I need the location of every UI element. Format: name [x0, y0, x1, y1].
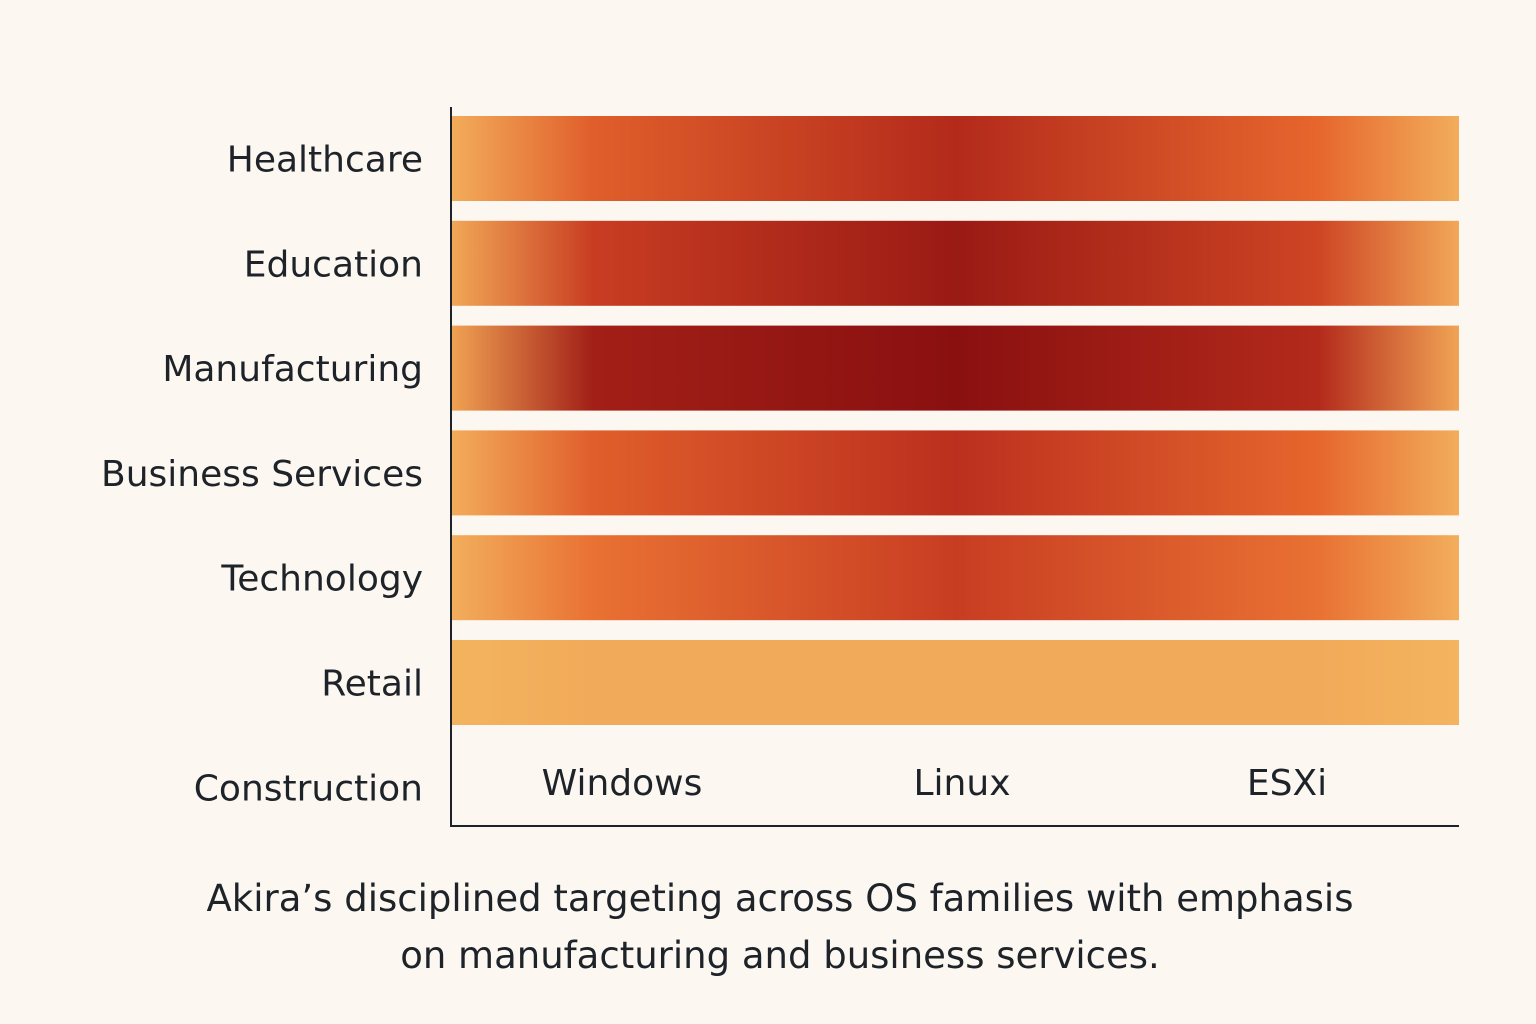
heatmap-row-healthcare [452, 116, 1459, 201]
heatmap-row-education [452, 220, 1459, 306]
column-label: Windows [542, 763, 703, 804]
row-label: Technology [220, 559, 423, 600]
row-label: Retail [321, 664, 423, 705]
caption-line-1: Akira’s disciplined targeting across OS … [206, 877, 1354, 920]
column-label: ESXi [1247, 763, 1327, 804]
heatmap-row-manufacturing [452, 325, 1459, 411]
heatmap-row-business-services [452, 430, 1459, 516]
row-label: Education [244, 244, 423, 285]
row-label: Healthcare [227, 140, 423, 181]
heatmap-row-retail [452, 640, 1459, 725]
chart-caption: Akira’s disciplined targeting across OS … [0, 870, 1536, 984]
row-label: Business Services [101, 454, 423, 495]
row-label: Construction [194, 768, 423, 809]
row-label: Manufacturing [162, 349, 423, 390]
caption-line-2: on manufacturing and business services. [400, 934, 1160, 977]
column-label: Linux [914, 763, 1011, 804]
heatmap-row-technology [452, 535, 1459, 621]
